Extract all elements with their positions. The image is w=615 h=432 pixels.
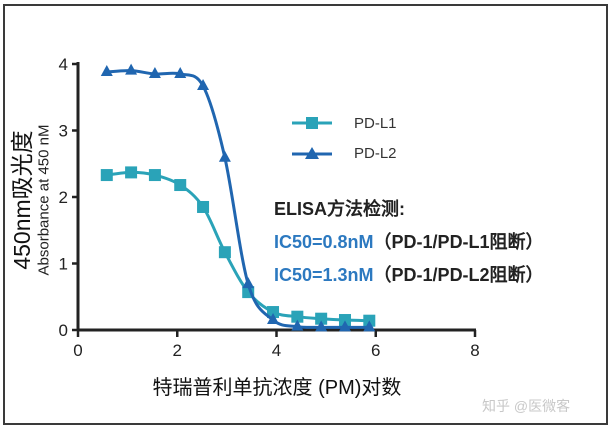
square-marker-icon bbox=[338, 314, 351, 327]
triangle-marker-icon bbox=[197, 78, 210, 90]
annotation-row-pd-l1: IC50=0.8nM（PD-1/PD-L1阻断） bbox=[274, 228, 544, 254]
legend-label: PD-L2 bbox=[354, 144, 397, 162]
square-marker-icon bbox=[291, 310, 304, 323]
legend: PD-L1 PD-L2 bbox=[290, 108, 397, 168]
triangle-marker-icon bbox=[292, 147, 332, 159]
triangle-marker-icon bbox=[338, 320, 351, 332]
watermark: 知乎 @医微客 bbox=[482, 398, 571, 414]
ic50-note: （PD-1/PD-L1阻断） bbox=[373, 232, 544, 252]
triangle-marker-icon bbox=[218, 150, 231, 162]
square-marker-icon bbox=[148, 169, 161, 182]
elisa-annotation: ELISA方法检测: IC50=0.8nM（PD-1/PD-L1阻断） IC50… bbox=[274, 195, 544, 294]
triangle-marker-icon bbox=[291, 319, 304, 331]
y-axis-sublabel: Absorbance at 450 nM bbox=[35, 124, 53, 276]
square-marker-icon bbox=[292, 117, 332, 129]
triangle-marker-icon bbox=[148, 66, 161, 78]
triangle-marker-icon bbox=[242, 277, 255, 289]
legend-item-pd-l2: PD-L2 bbox=[290, 138, 397, 168]
square-marker-icon bbox=[197, 200, 210, 213]
ic50-note: （PD-1/PD-L2阻断） bbox=[373, 265, 544, 285]
triangle-marker-icon bbox=[174, 66, 187, 78]
y-axis-label: 450nm吸光度 bbox=[9, 130, 35, 270]
annotation-title: ELISA方法检测: bbox=[274, 199, 406, 219]
triangle-marker-icon bbox=[363, 320, 376, 332]
y-tick-label: 1 bbox=[59, 255, 68, 274]
x-axis-label: 特瑞普利单抗浓度 (PM)对数 bbox=[152, 377, 402, 399]
triangle-marker-icon bbox=[125, 63, 138, 75]
square-marker-icon bbox=[174, 179, 187, 192]
square-marker-icon bbox=[125, 166, 138, 179]
legend-item-pd-l1: PD-L1 bbox=[290, 108, 397, 138]
x-tick-label: 8 bbox=[470, 341, 479, 360]
legend-label: PD-L1 bbox=[354, 114, 397, 132]
triangle-marker-icon bbox=[100, 64, 113, 76]
triangle-marker-icon bbox=[315, 320, 328, 332]
x-tick-label: 6 bbox=[371, 341, 380, 360]
x-tick-label: 0 bbox=[73, 341, 82, 360]
square-marker-icon bbox=[100, 169, 113, 182]
ic50-value: IC50=1.3nM bbox=[274, 265, 374, 285]
annotation-row-pd-l2: IC50=1.3nM（PD-1/PD-L2阻断） bbox=[274, 261, 544, 287]
x-tick-label: 2 bbox=[173, 341, 182, 360]
y-tick-label: 2 bbox=[59, 188, 68, 207]
y-tick-label: 0 bbox=[59, 321, 68, 340]
square-marker-icon bbox=[218, 246, 231, 259]
y-tick-label: 4 bbox=[59, 55, 68, 74]
square-marker-icon bbox=[315, 312, 328, 325]
x-tick-label: 4 bbox=[272, 341, 281, 360]
y-tick-label: 3 bbox=[59, 122, 68, 141]
triangle-marker-icon bbox=[267, 313, 280, 325]
square-marker-icon bbox=[267, 306, 280, 319]
ic50-value: IC50=0.8nM bbox=[274, 232, 374, 252]
